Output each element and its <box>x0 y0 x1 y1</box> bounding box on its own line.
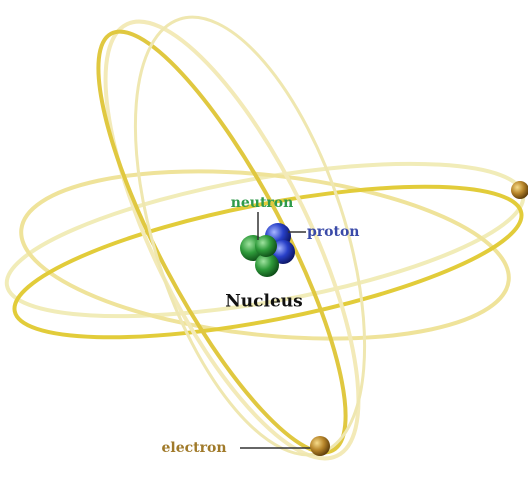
nucleus <box>240 223 295 277</box>
atom-diagram: neutron proton Nucleus electron <box>0 0 528 492</box>
electron-sphere <box>310 436 330 456</box>
neutron-label: neutron <box>231 195 294 211</box>
electron-label: electron <box>161 440 226 456</box>
proton-label: proton <box>307 224 360 240</box>
page: neutron proton Nucleus electron (() => {… <box>0 0 528 492</box>
nucleus-label: Nucleus <box>225 292 302 312</box>
